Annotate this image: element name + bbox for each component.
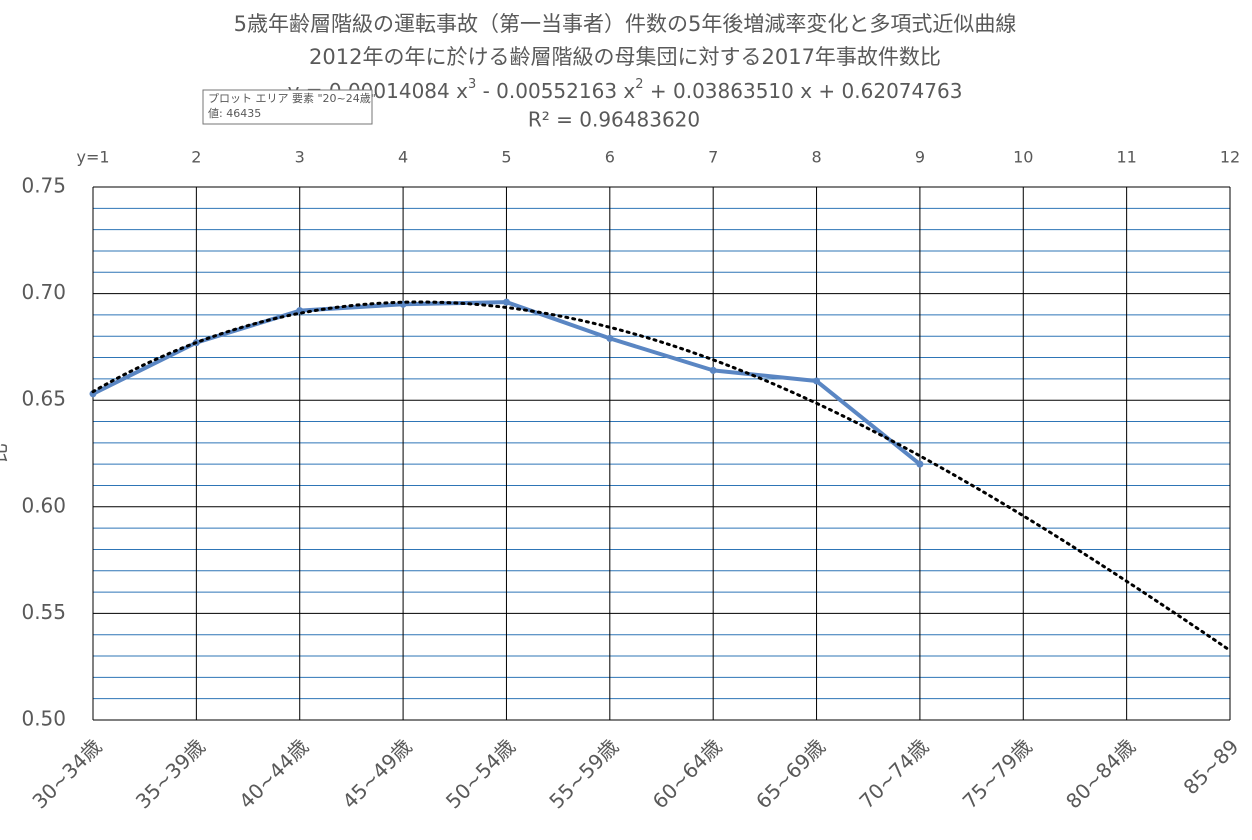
y-tick-label: 0.75: [21, 174, 66, 198]
tooltip-text: プロット エリア 要素 "20~24歳": [208, 92, 376, 105]
series-marker: [502, 298, 510, 306]
trendline-r2: R² = 0.96483620: [528, 108, 700, 132]
series-marker: [709, 366, 717, 374]
y-tick-label: 0.55: [21, 600, 66, 624]
tooltip-text: 値: 46435: [208, 107, 261, 120]
x2-tick-label: 2: [191, 148, 201, 167]
x2-tick-label: 6: [605, 148, 615, 167]
series-marker: [916, 460, 924, 468]
x2-tick-label: 3: [295, 148, 305, 167]
y-tick-label: 0.65: [21, 387, 66, 411]
x2-tick-label: 12: [1220, 148, 1240, 167]
chart-subtitle: 2012年の年に於ける齢層階級の母集団に対する2017年事故件数比: [309, 45, 941, 69]
x2-tick-label: y=1: [76, 148, 109, 167]
series-marker: [813, 377, 821, 385]
trendline: [91, 300, 1232, 652]
y-axis-label: 比: [0, 443, 11, 463]
y-tick-label: 0.70: [21, 280, 66, 304]
equation-part: 2: [635, 77, 643, 92]
y-tick-label: 0.60: [21, 493, 66, 517]
x2-tick-label: 9: [915, 148, 925, 167]
equation-part: - 0.00552163 x: [476, 79, 635, 103]
equation-part: 3: [468, 77, 476, 92]
series-marker: [606, 334, 614, 342]
x2-tick-label: 4: [398, 148, 408, 167]
tooltip-box: [202, 89, 373, 125]
x2-tick-label: 5: [501, 148, 511, 167]
equation-part: + 0.03863510 x + 0.62074763: [644, 79, 963, 103]
x2-tick-label: 7: [708, 148, 718, 167]
x2-tick-label: 10: [1013, 148, 1033, 167]
x2-tick-label: 11: [1116, 148, 1136, 167]
chart-title: 5歳年齢層階級の運転事故（第一当事者）件数の5年後増減率変化と多項式近似曲線: [234, 12, 1017, 36]
y-tick-label: 0.50: [21, 707, 66, 731]
x2-tick-label: 8: [811, 148, 821, 167]
trendline-equation: y = 0.00014084 x3 - 0.00552163 x2 + 0.03…: [288, 77, 963, 103]
